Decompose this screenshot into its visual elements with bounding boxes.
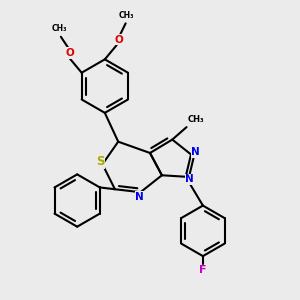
Text: O: O [115, 35, 124, 45]
Text: N: N [185, 174, 194, 184]
Text: F: F [199, 266, 207, 275]
Text: O: O [65, 48, 74, 58]
Text: CH₃: CH₃ [188, 115, 205, 124]
Text: N: N [135, 192, 144, 202]
Text: CH₃: CH₃ [51, 24, 67, 33]
Text: N: N [191, 147, 200, 157]
Text: CH₃: CH₃ [119, 11, 134, 20]
Text: S: S [96, 155, 104, 168]
